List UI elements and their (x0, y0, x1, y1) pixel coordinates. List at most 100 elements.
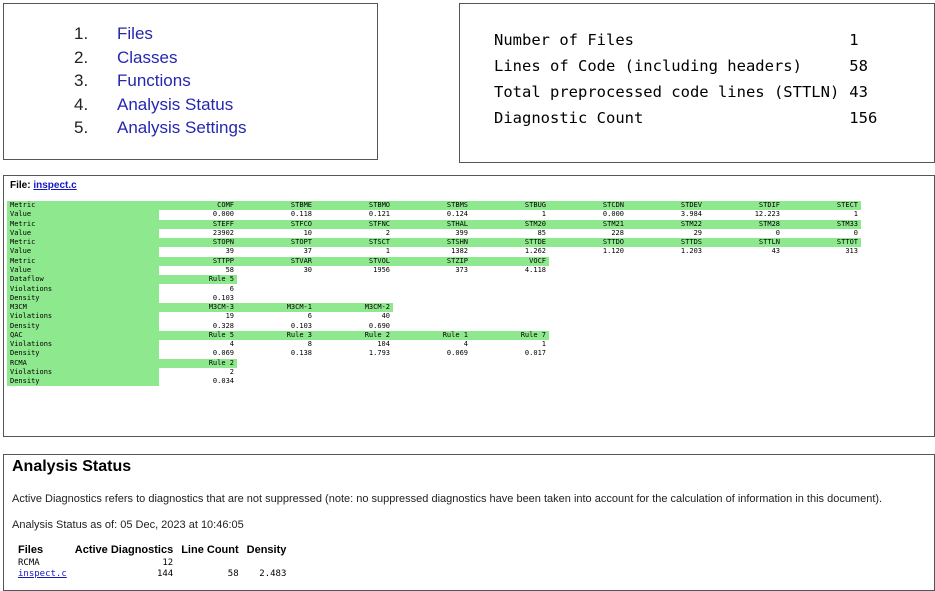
column-header-active-diagnostics: Active Diagnostics (74, 543, 174, 556)
metric-name-cell: STDEV (627, 201, 705, 211)
metrics-row: Value 23902 10 2 399 85 228 29 0 0 (7, 228, 861, 239)
summary-value: 43 (849, 83, 868, 101)
empty-cell (315, 359, 393, 368)
metric-name-cell: STCDN (549, 201, 627, 211)
table-row: RCMA 12 (14, 557, 290, 568)
metric-name-cell: STBMO (315, 201, 393, 211)
metric-name-cell: STBUG (471, 201, 549, 211)
metric-name-cell: VOCF (471, 256, 549, 266)
empty-cell (393, 377, 471, 386)
empty-cell (783, 340, 861, 349)
metric-name-cell: STTLN (705, 238, 783, 248)
project-summary: Number of Files 1 Lines of Code (includin… (459, 3, 935, 163)
empty-cell (237, 294, 315, 303)
metrics-row: Metric STTPP STVAR STVOL STZIP VOCF (7, 256, 861, 266)
metric-value-cell: 1 (385, 247, 390, 256)
empty-cell (471, 275, 549, 284)
metrics-row-label: Value (7, 247, 159, 257)
toc-item[interactable]: 4. Analysis Status (74, 93, 246, 117)
empty-cell (783, 257, 861, 266)
metric-name-cell: STOPT (237, 238, 315, 248)
metric-name-cell: STSCT (315, 238, 393, 248)
metric-value-cell: 6 (307, 312, 312, 321)
metrics-row-label: Metric (7, 201, 159, 211)
toc-link-files[interactable]: Files (117, 24, 153, 43)
empty-cell (705, 349, 783, 358)
toc-item[interactable]: 2. Classes (74, 46, 246, 70)
metric-name-cell: STM21 (549, 219, 627, 229)
metric-value-cell: 104 (377, 340, 390, 349)
metrics-row: QAC Rule 5 Rule 3 Rule 2 Rule 1 Rule 7 (7, 330, 861, 340)
metric-value-cell: 39 (225, 247, 234, 256)
metric-value-cell: 1.120 (602, 247, 624, 256)
empty-cell (627, 377, 705, 386)
metric-name-cell: STTOT (783, 238, 861, 248)
metric-name-cell: STVAR (237, 256, 315, 266)
empty-cell (315, 275, 393, 284)
metric-name-cell: STM22 (627, 219, 705, 229)
metric-name-cell: STHAL (393, 219, 471, 229)
summary-value: 156 (849, 109, 878, 127)
metrics-row-label: Value (7, 210, 159, 220)
toc-item[interactable]: 1. Files (74, 22, 246, 46)
empty-cell (783, 368, 861, 377)
metric-value-cell: 0.000 (212, 210, 234, 219)
metric-value-cell: 1 (541, 210, 546, 219)
column-header-line-count: Line Count (181, 543, 239, 556)
empty-cell (705, 303, 783, 312)
density-value: 2.483 (259, 568, 287, 579)
analysis-status-panel: Analysis Status Active Diagnostics refer… (3, 454, 935, 591)
empty-cell (627, 275, 705, 284)
empty-cell (783, 359, 861, 368)
empty-cell (549, 275, 627, 284)
metric-value-cell: 10 (303, 228, 312, 237)
empty-cell (471, 303, 549, 312)
metric-value-cell: 19 (225, 312, 234, 321)
metrics-row: Violations 19 6 40 (7, 312, 861, 322)
metric-value-cell: 1 (541, 340, 546, 349)
metric-value-cell: 0.690 (368, 321, 390, 330)
toc-item[interactable]: 5. Analysis Settings (74, 116, 246, 140)
metrics-row-label: Value (7, 228, 159, 239)
metrics-table: Metric COMF STBME STBMO STBMS STBUG STCDN STDEV… (7, 201, 861, 387)
file-link[interactable]: inspect.c (18, 568, 67, 579)
metric-value-cell: 85 (537, 228, 546, 237)
empty-cell (705, 359, 783, 368)
metric-name-cell: Rule 5 (159, 275, 237, 285)
empty-cell (315, 377, 393, 386)
empty-cell (783, 303, 861, 312)
empty-cell (705, 294, 783, 303)
metric-name-cell: M3CM-2 (315, 302, 393, 313)
empty-cell (627, 312, 705, 321)
toc-link-classes[interactable]: Classes (117, 47, 178, 67)
file-prefix: File: (10, 180, 34, 191)
toc-link-analysis-status[interactable]: Analysis Status (117, 94, 234, 114)
empty-cell (705, 368, 783, 377)
metric-name-cell: STTPP (159, 256, 237, 266)
metric-value-cell: 37 (303, 247, 312, 256)
metric-name-cell: Rule 7 (471, 330, 549, 340)
file-cell: inspect.c (14, 568, 71, 579)
toc-item[interactable]: 3. Functions (74, 69, 246, 93)
metric-value-cell: 1.262 (524, 247, 546, 256)
toc-link-analysis-settings[interactable]: Analysis Settings (117, 118, 247, 137)
empty-cell (549, 359, 627, 368)
empty-cell (393, 275, 471, 284)
file-link[interactable]: inspect.c (33, 180, 77, 191)
empty-cell (783, 349, 861, 358)
metric-value-cell: 228 (611, 228, 624, 237)
metric-name-cell: M3CM-3 (159, 302, 237, 313)
density-value (243, 557, 291, 568)
file-heading: File: inspect.c (10, 180, 77, 191)
empty-cell (705, 257, 783, 266)
metric-name-cell: STECT (783, 201, 861, 211)
line-count-value: 58 (227, 568, 239, 579)
metrics-row: Value 39 37 1 1382 1.262 1.120 1.203 43 313 (7, 247, 861, 257)
metrics-row: Metric COMF STBME STBMO STBMS STBUG STCDN STDEV… (7, 201, 861, 211)
metrics-row-label: QAC (7, 330, 159, 340)
metric-value-cell: 2 (385, 228, 390, 237)
summary-row: Lines of Code (including headers) 58 (494, 53, 877, 79)
toc-link-functions[interactable]: Functions (117, 71, 191, 90)
empty-cell (549, 257, 627, 266)
empty-cell (783, 377, 861, 386)
